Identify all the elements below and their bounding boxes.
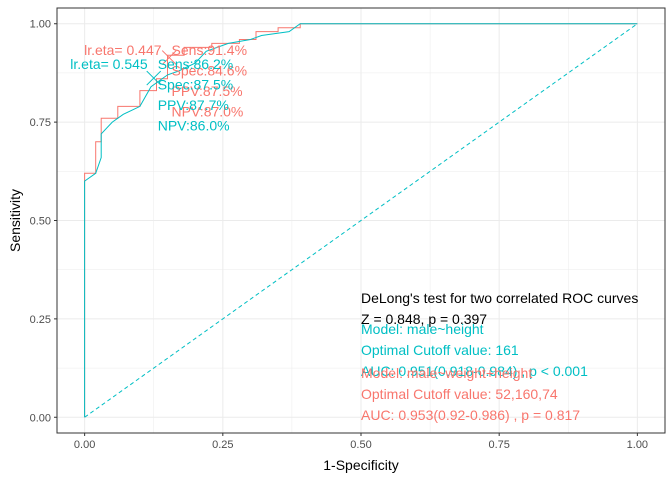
roc-curve-teal bbox=[84, 23, 638, 418]
teal-model-text: AUC: 0.951(0.918-0.984) , p < 0.001 bbox=[361, 363, 588, 379]
y-tick-label: 0.50 bbox=[30, 216, 51, 228]
teal-cutoff-metric: Sens:86.2% bbox=[158, 56, 234, 72]
delong-test-text: DeLong's test for two correlated ROC cur… bbox=[361, 290, 638, 306]
x-tick-label: 0.75 bbox=[488, 439, 509, 451]
x-axis-title: 1-Specificity bbox=[323, 457, 398, 473]
teal-model-text: Optimal Cutoff value: 161 bbox=[361, 342, 519, 358]
teal-cutoff-lr-eta: lr.eta= 0.545 bbox=[70, 56, 148, 72]
delong-test-text: Z = 0.848, p = 0.397 bbox=[361, 311, 487, 327]
y-tick-label: 0.25 bbox=[30, 314, 51, 326]
red-cutoff-metric: PPV:87.5% bbox=[172, 83, 243, 99]
red-cutoff-metric: Spec:84.6% bbox=[172, 63, 248, 79]
red-cutoff-lr-eta: lr.eta= 0.447 bbox=[84, 42, 162, 58]
y-tick-label: 0.00 bbox=[30, 412, 51, 424]
red-model-text: Optimal Cutoff value: 52,160,74 bbox=[361, 386, 558, 402]
cutoff-cross-stroke bbox=[146, 70, 162, 86]
cutoff-cross-stroke bbox=[161, 50, 177, 65]
roc-curve-red bbox=[84, 23, 638, 418]
roc-curves bbox=[84, 23, 638, 418]
cutoff-markers bbox=[146, 50, 177, 86]
teal-cutoff-metric: PPV:87.7% bbox=[158, 97, 229, 113]
y-axis-title: Sensitivity bbox=[7, 189, 23, 252]
red-model-text: Model: male~weight+height bbox=[361, 365, 532, 381]
annotations: lr.eta= 0.447 Sens:91.4% Spec:84.6% PPV:87.… bbox=[70, 42, 638, 423]
axis-ticks: 0.00 0.00 0.25 0.25 0.50 0.50 0.75 0.75 1.00 1.00 bbox=[30, 19, 648, 451]
teal-cutoff-metric: NPV:86.0% bbox=[158, 117, 230, 133]
red-cutoff-metric: NPV:87.0% bbox=[172, 104, 244, 120]
x-tick-label: 0.50 bbox=[350, 439, 371, 451]
x-tick-label: 0.25 bbox=[212, 439, 233, 451]
y-tick-label: 0.75 bbox=[30, 117, 51, 129]
reference-diagonal-line bbox=[84, 23, 638, 418]
cutoff-marker-teal bbox=[146, 70, 162, 86]
red-model-text: AUC: 0.953(0.92-0.986) , p = 0.817 bbox=[361, 407, 580, 423]
teal-cutoff-metric: Spec:87.5% bbox=[158, 76, 234, 92]
x-tick-label: 0.00 bbox=[74, 439, 95, 451]
cutoff-marker-red bbox=[161, 50, 177, 65]
x-tick-label: 1.00 bbox=[627, 439, 648, 451]
red-cutoff-metric: Sens:91.4% bbox=[172, 42, 248, 58]
teal-model-text: Model: male~height bbox=[361, 321, 484, 337]
y-tick-label: 1.00 bbox=[30, 19, 51, 31]
